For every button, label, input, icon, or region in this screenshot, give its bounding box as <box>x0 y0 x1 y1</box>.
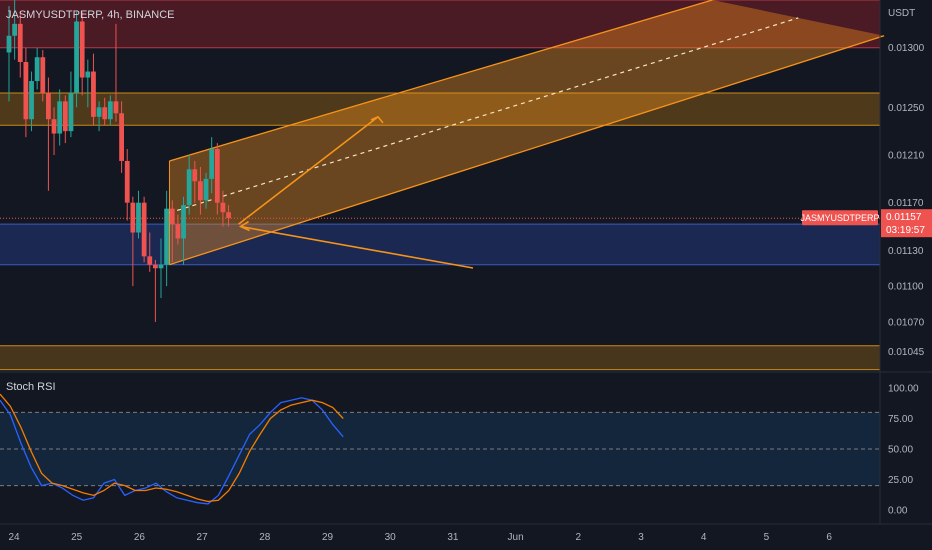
candle-body <box>203 178 209 201</box>
price-tick-label: 0.01300 <box>888 43 925 54</box>
stoch-k-line <box>0 397 344 505</box>
last-price-symbol-box <box>802 210 878 226</box>
indicator-title: Stoch RSI <box>6 381 56 393</box>
time-tick-label: 24 <box>8 532 20 543</box>
last-price-box <box>881 209 932 238</box>
candle-body <box>152 264 158 269</box>
price-tick-label: 0.01170 <box>888 198 924 209</box>
price-axis-unit: USDT <box>888 8 915 19</box>
price-tick-label: 0.01100 <box>888 282 924 293</box>
time-tick-label: 28 <box>259 532 271 543</box>
candle-body <box>220 202 226 213</box>
candle-body <box>74 21 79 93</box>
candle-body <box>46 93 51 120</box>
candle-body <box>12 23 18 36</box>
candle-body <box>186 169 192 206</box>
candle-body <box>124 160 130 203</box>
channel-median-line <box>169 17 799 214</box>
candle-body <box>181 205 186 239</box>
candle-body <box>209 149 215 179</box>
candle-body <box>192 169 198 182</box>
candle-body <box>85 71 91 78</box>
arrow-pointer-head <box>238 220 250 232</box>
price-tick-label: 0.01070 <box>888 317 925 328</box>
candle-body <box>62 101 68 132</box>
candle-body <box>164 208 170 265</box>
candle-body <box>226 212 231 219</box>
stoch-tick-label: 25.00 <box>888 475 913 486</box>
time-tick-label: 31 <box>447 532 459 543</box>
stoch-band <box>0 412 880 486</box>
candle-body <box>6 35 12 53</box>
time-tick-label: 29 <box>322 532 334 543</box>
candle-body <box>130 202 136 233</box>
time-tick-label: 2 <box>576 532 582 543</box>
candle-body <box>34 57 40 82</box>
arrow-up-line <box>238 116 379 225</box>
candle-body <box>119 113 124 161</box>
stoch-rsi-panel <box>0 371 932 505</box>
time-tick-label: 26 <box>134 532 146 543</box>
candle-body <box>96 107 102 117</box>
zone-support <box>0 224 880 265</box>
candle-body <box>23 62 29 120</box>
arrow-pointer-line <box>240 225 474 269</box>
zone-resistance <box>0 93 880 126</box>
candle-body <box>57 101 63 134</box>
last-price-symbol: JASMYUSDTPERP <box>800 213 879 223</box>
price-tick-label: 0.01210 <box>888 151 925 162</box>
time-tick-label: 25 <box>71 532 83 543</box>
candle-body <box>17 23 23 62</box>
candle-body <box>136 202 141 233</box>
candle-body <box>79 21 85 78</box>
candle-body <box>102 107 108 120</box>
last-price-marker: JASMYUSDTPERP 0.01157 03:19:57 <box>0 209 932 238</box>
time-tick-label: 3 <box>638 532 644 543</box>
candle-body <box>40 57 46 93</box>
candle-body <box>29 81 34 120</box>
candlestick-series <box>6 0 231 322</box>
last-price-countdown: 03:19:57 <box>886 225 925 236</box>
zone-support <box>0 345 880 370</box>
price-tick-label: 0.01045 <box>888 347 925 358</box>
time-tick-label: 5 <box>764 532 770 543</box>
candle-body <box>51 119 57 134</box>
time-tick-label: 6 <box>826 532 832 543</box>
candle-body <box>91 71 96 117</box>
stoch-d-line <box>0 393 344 503</box>
candle-body <box>175 224 181 239</box>
candle-body <box>141 202 147 257</box>
candle-body <box>198 181 203 201</box>
channel-lower-line <box>169 35 885 266</box>
price-channel <box>168 0 885 266</box>
channel-fill <box>169 0 885 265</box>
candle-body <box>147 256 153 265</box>
symbol-header: JASMYUSDTPERP, 4h, BINANCE <box>6 9 175 21</box>
candle-body <box>68 93 74 132</box>
time-tick-label: 30 <box>385 532 397 543</box>
time-tick-label: 4 <box>701 532 707 543</box>
stoch-tick-label: 0.00 <box>888 506 908 517</box>
arrow-up-head <box>370 115 384 124</box>
candle-body <box>158 264 164 269</box>
stoch-tick-label: 50.00 <box>888 445 913 456</box>
price-tick-label: 0.01250 <box>888 103 925 114</box>
candle-body <box>169 208 175 225</box>
candle-body <box>113 101 119 114</box>
zone-resistance <box>0 0 880 48</box>
stoch-tick-label: 100.00 <box>888 384 919 395</box>
time-tick-label: 27 <box>197 532 209 543</box>
channel-upper-line <box>169 0 713 162</box>
price-tick-label: 0.01130 <box>888 246 924 257</box>
candle-body <box>214 149 220 203</box>
candle-body <box>107 101 113 120</box>
time-tick-label: Jun <box>508 532 524 543</box>
annotations <box>238 115 474 269</box>
last-price-value: 0.01157 <box>886 212 922 223</box>
stoch-tick-label: 75.00 <box>888 414 913 425</box>
